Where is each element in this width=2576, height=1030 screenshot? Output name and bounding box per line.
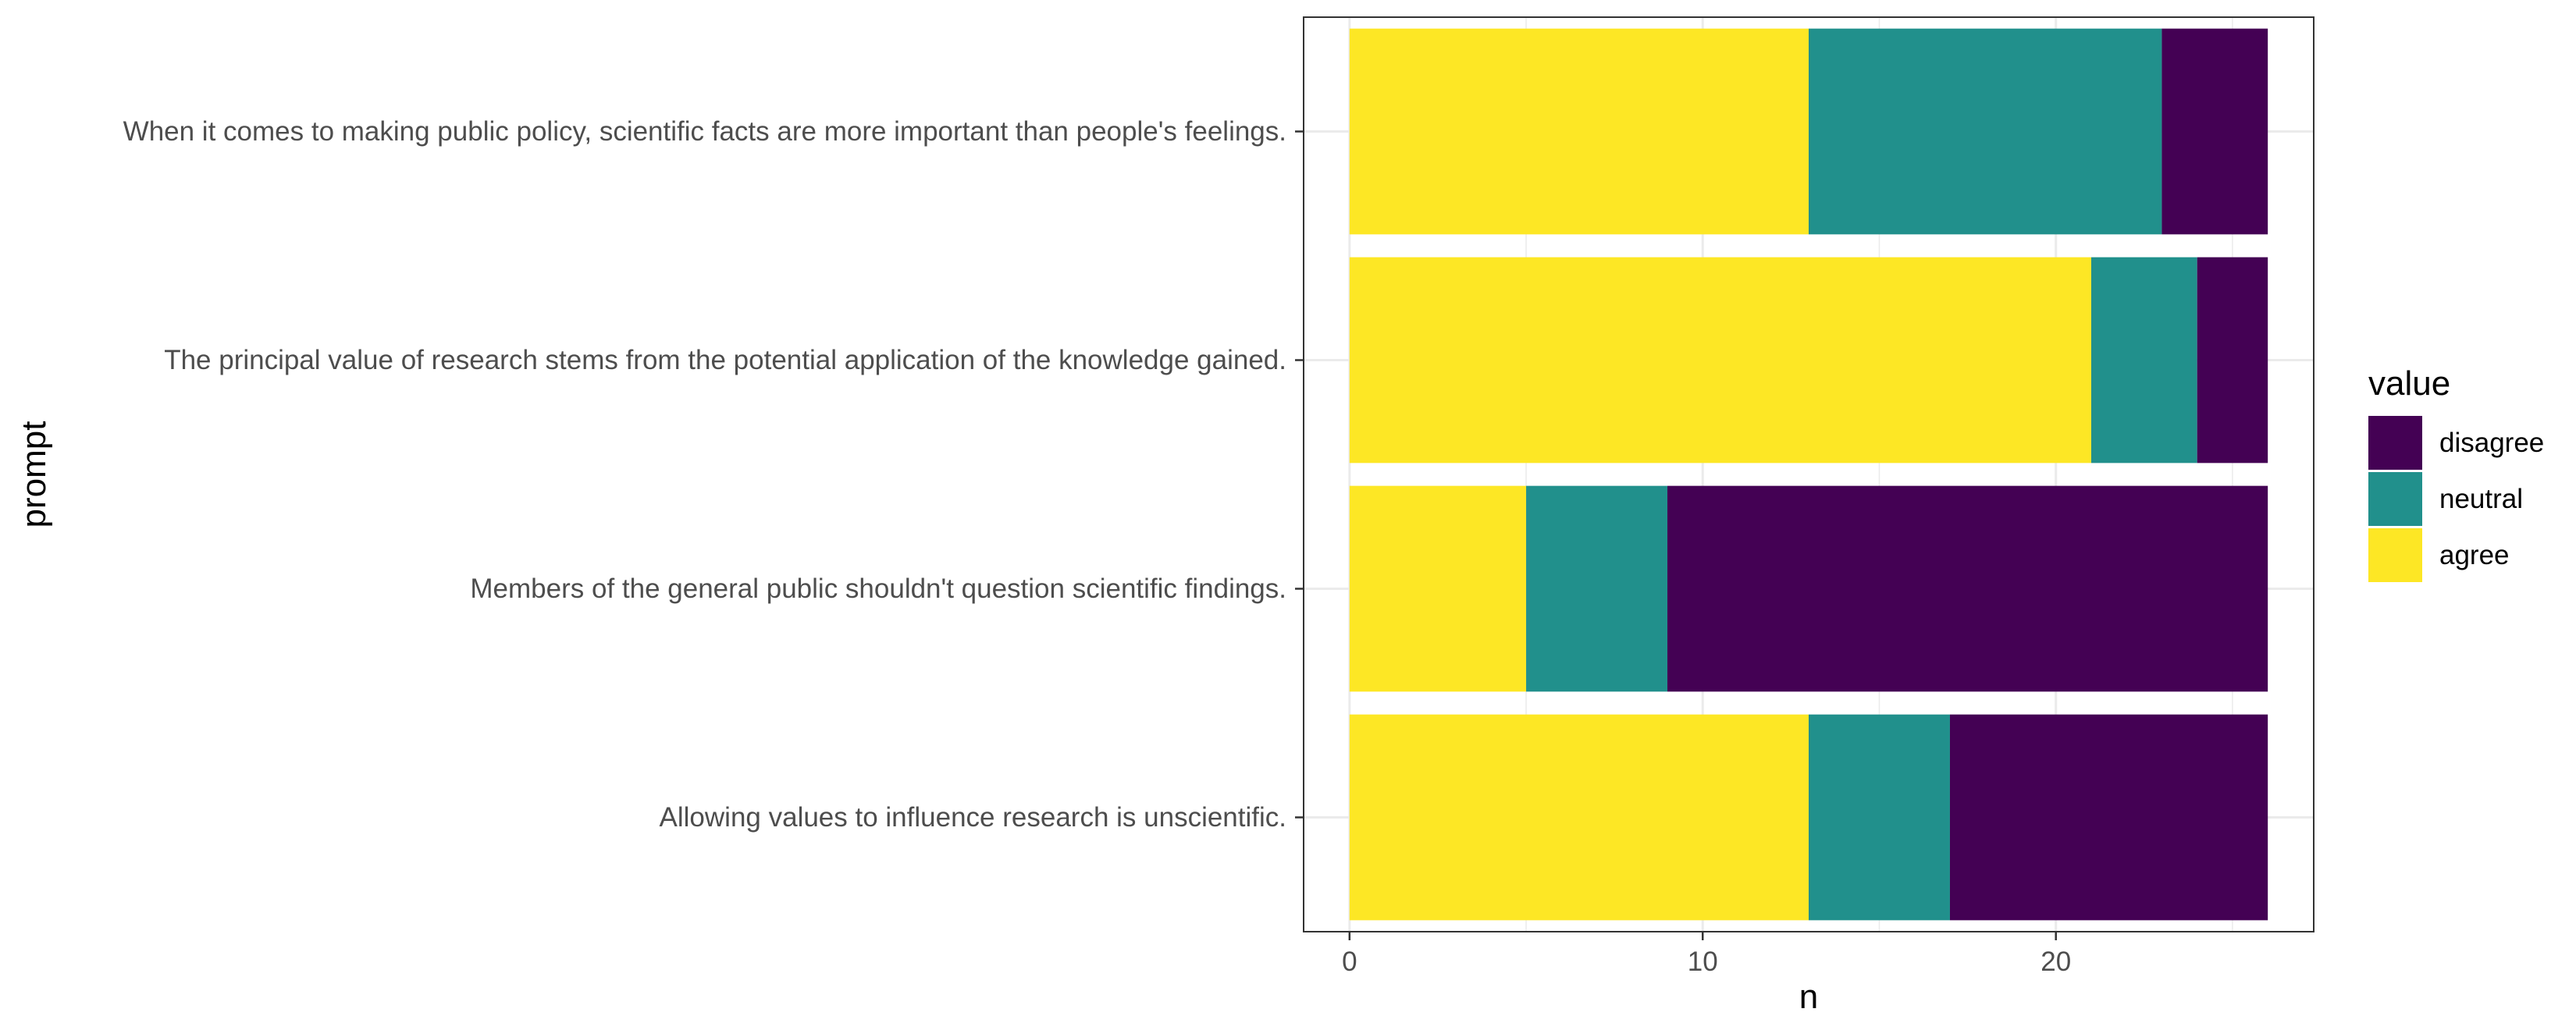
legend-key-agree (2368, 528, 2422, 582)
x-axis-title: n (1799, 978, 1818, 1016)
bar-segment-disagree (1667, 485, 2268, 692)
legend: value disagree neutral agree (2368, 364, 2544, 582)
legend-title: value (2368, 364, 2450, 403)
bar-segment-neutral (1809, 714, 1950, 921)
y-axis: When it comes to making public policy, s… (123, 116, 1304, 833)
y-axis-title: prompt (15, 421, 53, 528)
bar-segment-neutral (1809, 28, 2162, 235)
legend-label-disagree: disagree (2439, 428, 2544, 458)
bar-segment-agree (1349, 714, 1809, 921)
bar-segment-neutral (2090, 257, 2197, 464)
bar-segment-disagree (1949, 714, 2268, 921)
legend-label-neutral: neutral (2439, 484, 2523, 514)
legend-key-disagree (2368, 416, 2422, 470)
legend-key-neutral (2368, 472, 2422, 526)
bar-segment-agree (1349, 257, 2091, 464)
y-tick-label: Members of the general public shouldn't … (470, 574, 1286, 604)
bars (1349, 28, 2268, 921)
y-tick-label: When it comes to making public policy, s… (123, 116, 1286, 147)
x-tick-label: 10 (1688, 947, 1718, 977)
y-tick-label: The principal value of research stems fr… (164, 345, 1286, 375)
plot-panel-border (1303, 16, 2314, 932)
x-tick-label: 0 (1342, 947, 1357, 977)
bar-segment-agree (1349, 28, 1809, 235)
bar-segment-disagree (2161, 28, 2268, 235)
x-tick-label: 20 (2041, 947, 2071, 977)
legend-label-agree: agree (2439, 540, 2510, 570)
x-axis: 0 10 20 (1342, 932, 2071, 977)
bar-segment-neutral (1526, 485, 1668, 692)
bar-segment-disagree (2197, 257, 2268, 464)
y-tick-label: Allowing values to influence research is… (660, 802, 1286, 833)
bar-segment-agree (1349, 485, 1527, 692)
